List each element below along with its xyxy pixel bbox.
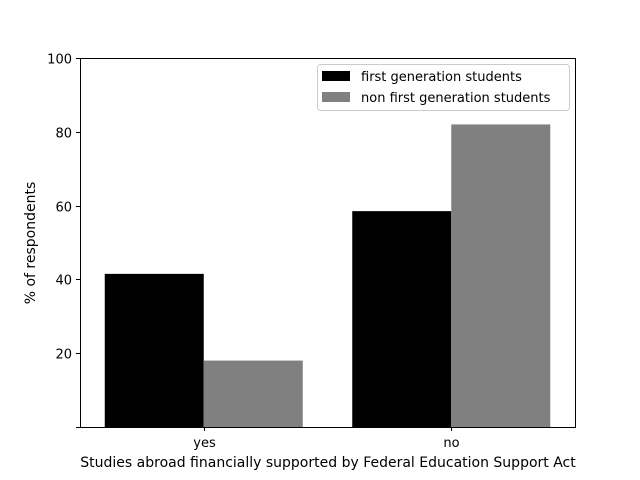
- y-tick-label: 60: [55, 201, 72, 216]
- y-tick-label: 20: [55, 348, 72, 363]
- bars-layer: [104, 124, 551, 428]
- x-tick-label-no: no: [443, 436, 459, 451]
- y-axis-ticks: 20 40 60 80 100: [47, 53, 80, 428]
- x-tick-label-yes: yes: [193, 436, 216, 451]
- legend-swatch-series-1: [322, 71, 350, 81]
- bar-yes-series-1: [104, 273, 204, 427]
- bar-no-series-1: [352, 211, 452, 427]
- y-tick-label: 80: [55, 127, 72, 142]
- axes-frame: [80, 58, 576, 428]
- legend-box: [317, 64, 570, 111]
- legend-label-series-2: non first generation students: [361, 91, 551, 106]
- legend-swatch-series-2: [322, 92, 350, 102]
- x-axis-ticks: yes no: [193, 427, 460, 451]
- bar-yes-series-2: [203, 360, 303, 427]
- y-tick-label: 100: [47, 53, 72, 68]
- x-axis-label: Studies abroad financially supported by …: [80, 455, 576, 471]
- y-tick-label: 40: [55, 274, 72, 289]
- legend-label-series-1: first generation students: [361, 70, 522, 85]
- legend: first generation students non first gener…: [317, 64, 570, 111]
- y-axis-label: % of respondents: [23, 182, 39, 305]
- bar-no-series-2: [451, 124, 551, 428]
